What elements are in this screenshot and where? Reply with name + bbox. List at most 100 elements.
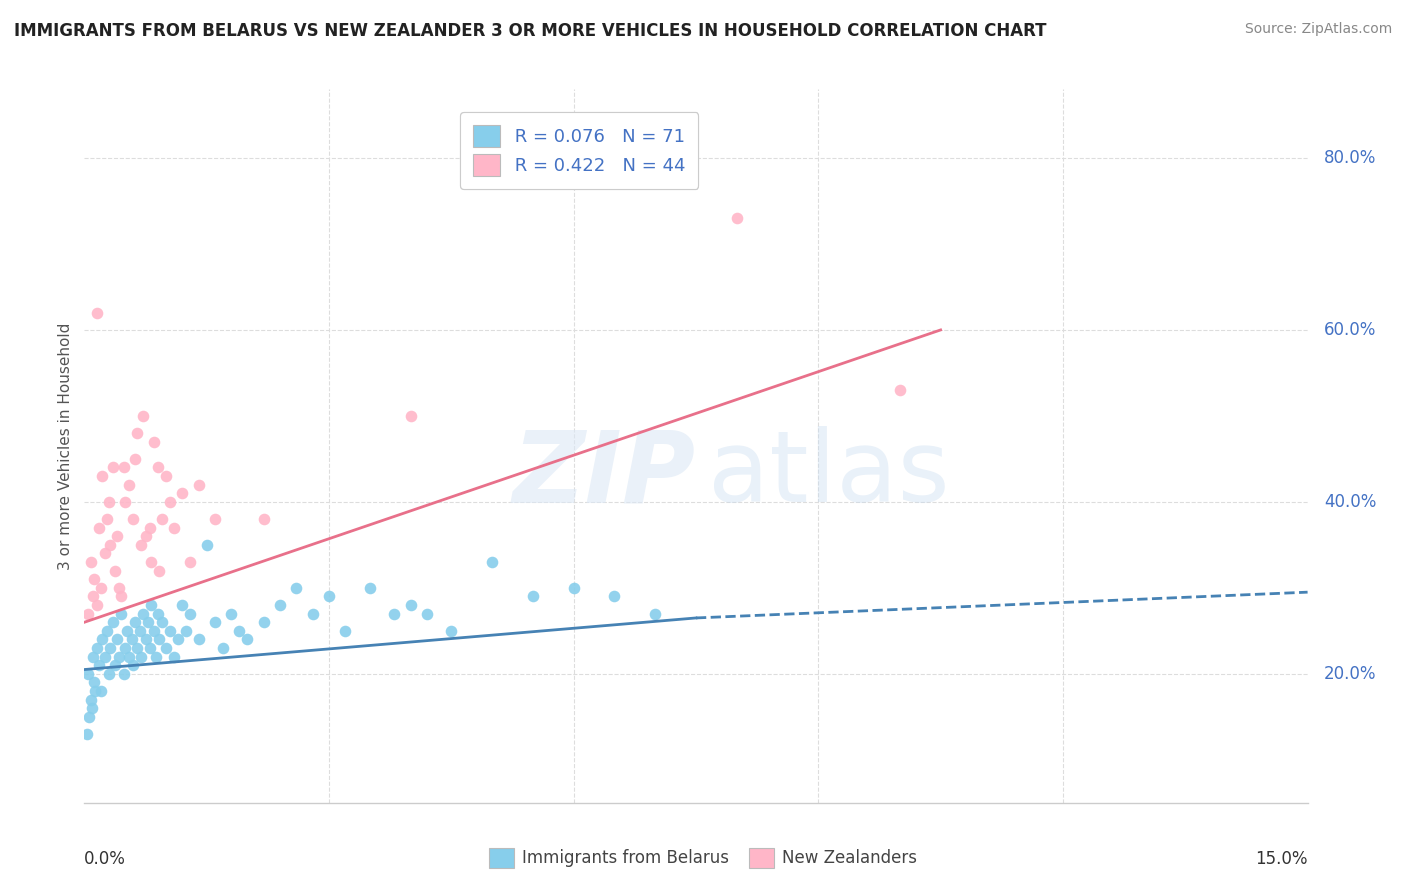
Point xyxy=(132,409,155,423)
Point xyxy=(228,624,250,638)
Point xyxy=(112,460,135,475)
Point xyxy=(335,624,357,638)
Point xyxy=(179,555,201,569)
Point xyxy=(138,641,160,656)
Point xyxy=(110,590,132,604)
Point xyxy=(136,615,159,630)
Point xyxy=(91,632,114,647)
Point xyxy=(91,469,114,483)
Point xyxy=(301,607,323,621)
Point xyxy=(135,529,157,543)
Point xyxy=(100,538,122,552)
Point xyxy=(155,641,177,656)
Point xyxy=(121,632,143,647)
Text: 15.0%: 15.0% xyxy=(1256,850,1308,868)
Point xyxy=(131,538,153,552)
Point xyxy=(382,607,405,621)
Point xyxy=(87,521,110,535)
Point xyxy=(146,607,169,621)
Point xyxy=(179,607,201,621)
Point xyxy=(359,581,381,595)
Point xyxy=(90,581,112,595)
Text: 20.0%: 20.0% xyxy=(1324,665,1376,683)
Text: 0.0%: 0.0% xyxy=(84,850,127,868)
Y-axis label: 3 or more Vehicles in Household: 3 or more Vehicles in Household xyxy=(58,322,73,570)
Point xyxy=(127,641,149,656)
Point xyxy=(146,460,169,475)
Point xyxy=(97,495,120,509)
Point xyxy=(219,607,242,621)
Point xyxy=(110,607,132,621)
Point xyxy=(195,538,218,552)
Point xyxy=(105,529,128,543)
Point xyxy=(86,641,108,656)
Point xyxy=(172,598,194,612)
Point xyxy=(86,306,108,320)
Point xyxy=(212,641,235,656)
Point xyxy=(167,632,190,647)
Point xyxy=(112,666,135,681)
Point xyxy=(163,521,186,535)
Point xyxy=(399,409,422,423)
Point xyxy=(172,486,194,500)
Point xyxy=(174,624,197,638)
Point xyxy=(90,684,112,698)
Point xyxy=(141,555,163,569)
Point xyxy=(269,598,291,612)
Point xyxy=(399,598,422,612)
Point xyxy=(148,632,170,647)
Point xyxy=(204,615,226,630)
Point xyxy=(122,658,145,673)
Point xyxy=(148,564,170,578)
Text: IMMIGRANTS FROM BELARUS VS NEW ZEALANDER 3 OR MORE VEHICLES IN HOUSEHOLD CORRELA: IMMIGRANTS FROM BELARUS VS NEW ZEALANDER… xyxy=(14,22,1046,40)
Point xyxy=(253,512,276,526)
Point xyxy=(155,469,177,483)
Point xyxy=(163,649,186,664)
Point xyxy=(187,632,209,647)
Point xyxy=(142,624,165,638)
Point xyxy=(128,624,150,638)
Point xyxy=(93,546,115,560)
Point xyxy=(132,607,155,621)
Point xyxy=(204,512,226,526)
Point xyxy=(82,590,104,604)
Point xyxy=(93,649,115,664)
Point xyxy=(603,590,626,604)
Point xyxy=(159,624,181,638)
Point xyxy=(77,666,100,681)
Point xyxy=(124,451,146,466)
Legend:  R = 0.076   N = 71,  R = 0.422   N = 44: R = 0.076 N = 71, R = 0.422 N = 44 xyxy=(460,112,699,189)
Point xyxy=(145,649,167,664)
Text: Source: ZipAtlas.com: Source: ZipAtlas.com xyxy=(1244,22,1392,37)
Point xyxy=(83,675,105,690)
Point xyxy=(83,572,105,586)
Point xyxy=(285,581,308,595)
Point xyxy=(96,624,118,638)
Point xyxy=(107,649,129,664)
Point xyxy=(138,521,160,535)
Point xyxy=(124,615,146,630)
Point xyxy=(440,624,463,638)
Point xyxy=(101,615,124,630)
Point xyxy=(77,607,100,621)
Point xyxy=(150,615,173,630)
Point xyxy=(135,632,157,647)
Point xyxy=(318,590,340,604)
Text: ZIP: ZIP xyxy=(513,426,696,523)
Point xyxy=(159,495,181,509)
Point xyxy=(105,632,128,647)
Point xyxy=(100,641,122,656)
Point xyxy=(644,607,666,621)
Point xyxy=(96,512,118,526)
Text: 40.0%: 40.0% xyxy=(1324,493,1376,511)
Point xyxy=(562,581,585,595)
Point xyxy=(253,615,276,630)
Point xyxy=(84,684,107,698)
Point xyxy=(77,710,100,724)
Point xyxy=(187,477,209,491)
Point xyxy=(80,555,103,569)
Text: 80.0%: 80.0% xyxy=(1324,149,1376,167)
Point xyxy=(104,658,127,673)
Point xyxy=(481,555,503,569)
Point xyxy=(80,692,103,706)
